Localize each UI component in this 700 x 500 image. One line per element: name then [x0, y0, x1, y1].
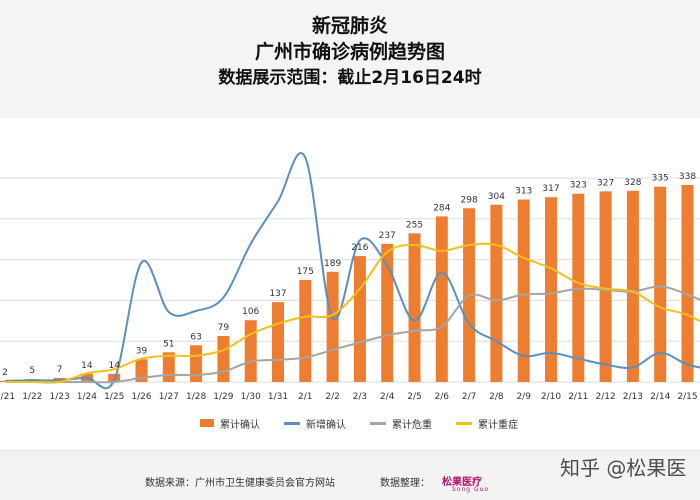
bar-2/1	[299, 279, 312, 382]
bar-1/26	[135, 359, 148, 382]
bar-2/3	[353, 256, 366, 382]
data-label-2/13: 328	[624, 178, 641, 188]
data-label-1/31: 137	[269, 289, 286, 299]
data-label-1/27: 51	[163, 339, 174, 349]
x-tick-1/21: 1/21	[0, 392, 15, 402]
data-label-2/15: 338	[679, 172, 696, 182]
legend-label-severe: 累计重症	[478, 419, 518, 431]
x-tick-2/13: 2/13	[623, 392, 643, 402]
data-label-2/7: 298	[461, 195, 478, 205]
data-label-2/2: 189	[324, 259, 341, 269]
data-label-2/9: 313	[515, 187, 532, 197]
data-label-1/23: 7	[57, 365, 63, 375]
data-label-2/8: 304	[488, 192, 505, 202]
bar-2/14	[654, 186, 667, 382]
x-tick-1/26: 1/26	[131, 392, 151, 402]
x-tick-2/3: 2/3	[353, 392, 367, 402]
bar-2/12	[599, 191, 612, 382]
legend-swatch-critical	[370, 421, 386, 425]
chart-subtitle: 广州市确诊病例趋势图	[254, 41, 445, 63]
series-line-critical	[5, 285, 700, 384]
header-background	[0, 0, 700, 130]
data-label-2/3: 216	[351, 243, 368, 253]
x-tick-2/10: 2/10	[541, 392, 561, 402]
footer	[0, 450, 700, 500]
bar-2/5	[408, 233, 421, 382]
bar-2/15	[681, 184, 694, 382]
data-label-2/4: 237	[379, 231, 396, 241]
legend-swatch-severe	[456, 421, 472, 425]
data-label-2/6: 284	[433, 203, 450, 213]
x-tick-2/6: 2/6	[435, 392, 450, 402]
data-source: 数据来源：广州市卫生健康委员会官方网站	[145, 478, 335, 489]
data-label-2/1: 175	[297, 267, 314, 277]
x-tick-2/2: 2/2	[325, 392, 339, 402]
legend-item-severe: 累计重症	[456, 416, 518, 431]
x-tick-1/25: 1/25	[104, 392, 124, 402]
data-label-1/24: 14	[81, 361, 93, 371]
bar-1/29	[217, 335, 230, 382]
x-tick-1/22: 1/22	[22, 392, 42, 402]
x-tick-2/9: 2/9	[516, 392, 531, 402]
brand-sub: Song Guo	[452, 486, 490, 493]
x-tick-1/23: 1/23	[49, 392, 69, 402]
chart-plot: 2 5 7 14 14 39 51 63 79 106 137 175 189 216 237 255 284 2…	[0, 118, 700, 450]
x-tick-1/28: 1/28	[186, 392, 206, 402]
chart-legend: 累计确认 新增确认 累计危重 累计重症	[200, 416, 518, 431]
chart-title: 新冠肺炎	[311, 15, 388, 37]
legend-swatch-bar	[200, 419, 214, 427]
legend-label-cumulative: 累计确认	[220, 419, 260, 431]
data-label-1/22: 5	[29, 366, 35, 376]
watermark: 知乎 @松果医	[560, 456, 687, 480]
data-label-2/14: 335	[652, 174, 669, 184]
x-tick-2/15: 2/15	[677, 392, 697, 402]
data-label-1/29: 79	[218, 323, 230, 333]
legend-item-critical: 累计危重	[370, 416, 432, 431]
legend-swatch-new	[284, 421, 300, 425]
x-tick-2/8: 2/8	[489, 392, 504, 402]
x-tick-2/1: 2/1	[298, 392, 312, 402]
data-label-2/12: 327	[597, 178, 614, 188]
bar-2/8	[490, 204, 503, 382]
data-label-1/30: 106	[242, 307, 259, 317]
legend-item-cumulative: 累计确认	[200, 416, 260, 431]
data-label-2/5: 255	[406, 220, 423, 230]
bar-2/6	[435, 216, 448, 382]
data-label-1/21: 2	[2, 368, 8, 378]
data-label-2/11: 323	[570, 181, 587, 191]
data-label-1/25: 14	[108, 361, 120, 371]
bar-2/9	[517, 199, 530, 382]
x-tick-2/5: 2/5	[407, 392, 421, 402]
data-label-2/10: 317	[542, 184, 559, 194]
bar-2/4	[381, 243, 394, 382]
x-tick-2/14: 2/14	[650, 392, 670, 402]
chart-date-range: 数据展示范围：截止2月16日24时	[218, 68, 482, 88]
x-tick-1/29: 1/29	[213, 392, 233, 402]
data-organizer: 数据整理：	[380, 478, 430, 489]
brand-logo: 松果医疗	[442, 477, 482, 488]
legend-label-new: 新增确认	[306, 419, 346, 431]
bar-2/13	[626, 190, 639, 382]
legend-item-new: 新增确认	[284, 416, 346, 431]
data-label-1/26: 39	[136, 346, 148, 356]
bar-1/31	[272, 302, 284, 382]
x-tick-1/31: 1/31	[268, 392, 288, 402]
data-label-1/28: 63	[190, 332, 201, 342]
bar-2/10	[545, 197, 557, 382]
x-tick-1/30: 1/30	[241, 392, 261, 402]
x-tick-2/12: 2/12	[595, 392, 615, 402]
bar-2/2	[326, 271, 339, 382]
bar-1/28	[190, 345, 203, 382]
series-line-severe	[5, 242, 700, 384]
bar-1/30	[244, 320, 257, 382]
x-tick-2/11: 2/11	[568, 392, 588, 402]
x-tick-1/24: 1/24	[77, 392, 97, 402]
legend-label-critical: 累计危重	[392, 419, 432, 431]
series-line-new-confirmed	[4, 152, 700, 390]
x-tick-1/27: 1/27	[159, 392, 179, 402]
x-tick-2/4: 2/4	[380, 392, 395, 402]
x-tick-2/7: 2/7	[462, 392, 476, 402]
